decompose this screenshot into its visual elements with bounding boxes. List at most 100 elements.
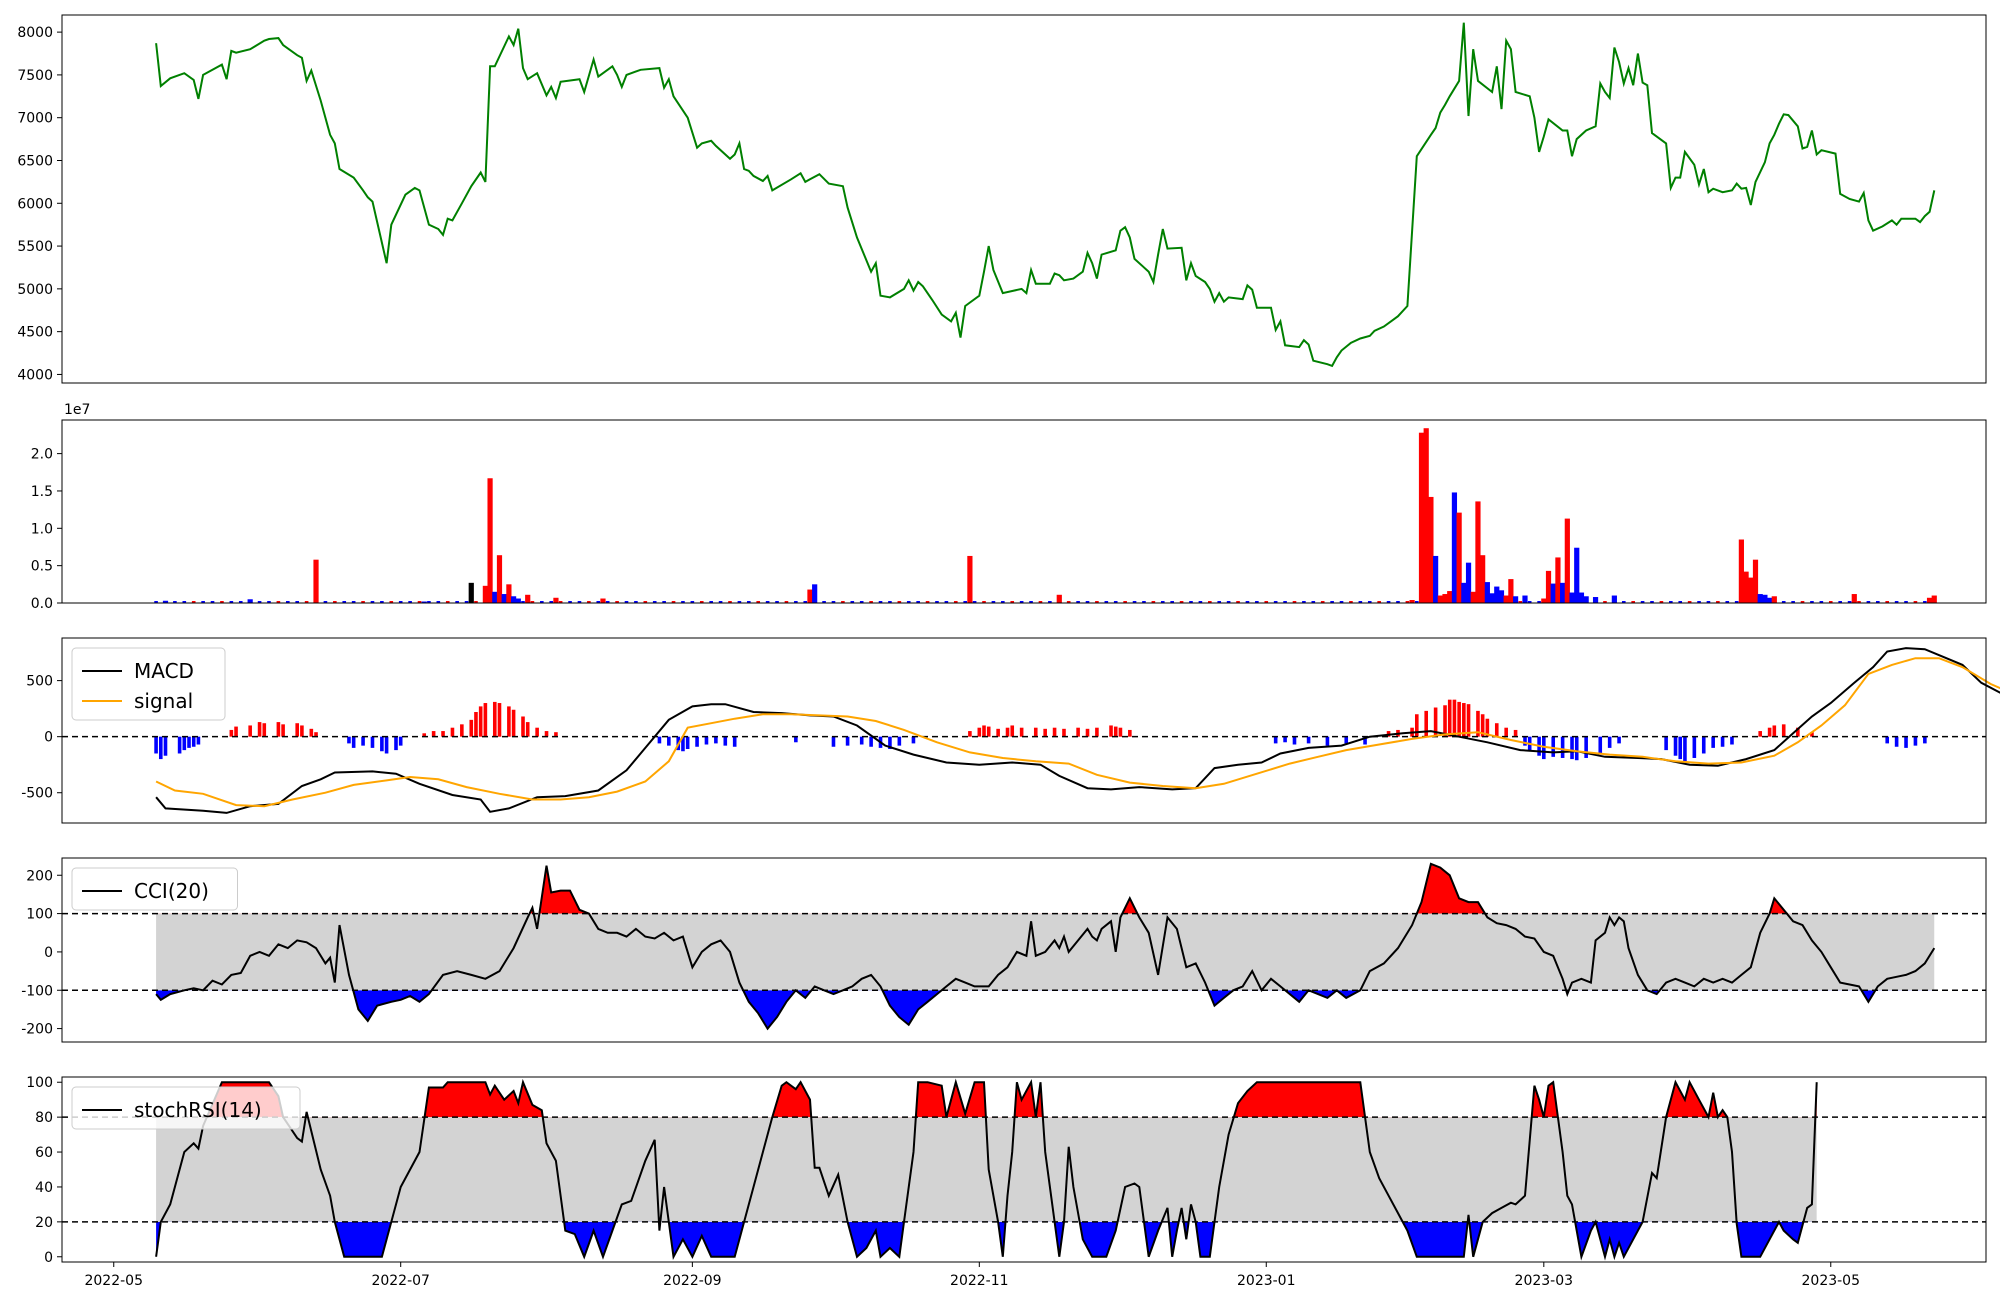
macd-histogram-bar [511,709,516,737]
x-tick-label: 2023-03 [1515,1273,1574,1289]
volume-bar [515,598,521,603]
macd-line [155,647,2000,814]
macd-histogram-bar [394,736,398,751]
volume-bar-small [1302,601,1306,603]
macd-histogram-bar [845,736,850,746]
volume-bar [1748,577,1754,603]
volume-bar [807,589,813,603]
volume-bar-small [1678,601,1683,603]
y-tick-label: 8000 [17,25,53,41]
volume-bar [492,591,498,603]
volume-bar-small [850,601,855,603]
macd-histogram-bar [1701,736,1706,754]
macd-histogram-bar [370,736,375,748]
y-tick-label: 40 [35,1180,53,1196]
y-tick-label: 100 [26,1075,53,1091]
macd-histogram-bar [1720,736,1725,747]
volume-bar-small [295,601,300,603]
volume-bar-small [794,601,798,603]
volume-bar [1574,547,1580,603]
volume-bar-small [681,601,685,603]
volume-bar-small [1048,601,1052,603]
macd-histogram-bar [1306,736,1311,744]
volume-bar [1484,582,1490,603]
volume-bar-small [1828,601,1833,603]
volume-bar [1578,592,1585,603]
volume-bar-small [1659,601,1664,603]
legend-label: stochRSI(14) [134,1098,262,1122]
volume-bar-small [718,601,723,603]
volume-bar-small [699,601,704,603]
volume-bar-small [1847,601,1852,603]
macd-histogram-bar [1052,727,1057,737]
volume-bar-small [803,601,808,603]
y-tick-label: -100 [21,983,53,999]
volume-bar [1569,592,1575,603]
macd-histogram-bar [831,736,836,747]
macd-histogram-bar [1109,725,1113,737]
volume-bar-small [408,601,412,603]
volume-bar [1541,598,1547,603]
volume-bar [468,582,474,603]
volume-bar [1592,597,1599,603]
macd-histogram-bar [1424,710,1429,737]
volume-bar-small [1904,601,1908,603]
macd-histogram-bar [309,728,314,737]
macd-histogram-bar [347,736,351,744]
volume-bar-small [869,601,873,603]
volume-bar-small [925,601,930,603]
volume-bar-small [474,601,478,603]
volume-offset-text: 1e7 [64,402,90,418]
macd-histogram-bar [1781,724,1786,737]
macd-histogram-bar [1542,736,1546,760]
macd-histogram-bar [732,736,737,747]
volume-bar-small [351,601,356,603]
volume-bar [1475,501,1481,603]
macd-histogram-bar [1678,736,1683,760]
volume-bar-small [1019,601,1024,603]
macd-histogram-bar [191,736,196,747]
macd-histogram-bar [1551,736,1556,757]
volume-bar [1743,571,1749,603]
macd-histogram-bar [1452,699,1457,737]
volume-bar [1503,595,1509,603]
volume-bar [501,594,507,603]
volume-bar [1931,595,1937,603]
volume-bar-small [605,601,610,603]
x-tick-label: 2022-07 [371,1273,430,1289]
volume-bar-small [596,601,601,603]
macd-histogram-bar [441,731,445,737]
macd-histogram-bar [1480,714,1485,737]
macd-histogram-bar [257,722,262,737]
macd-histogram-bar [695,736,699,747]
macd-histogram-bar [1683,736,1687,762]
macd-histogram-bar [248,725,252,737]
y-tick-label: 500 [26,674,53,690]
macd-histogram-bar [154,736,158,754]
macd-histogram-bar [1485,718,1490,737]
volume-bar-small [859,601,864,603]
volume-bar-small [398,601,403,603]
macd-histogram-bar [1019,727,1024,737]
macd-histogram-bar [1283,736,1287,743]
volume-bar [1418,432,1425,603]
volume-bar-small [220,601,224,603]
x-tick-label: 2022-05 [84,1273,143,1289]
volume-bar-small [1358,601,1363,603]
volume-bar-small [991,601,996,603]
volume-bar [510,596,517,603]
volume-bar [1480,555,1486,603]
volume-bar-small [1603,601,1607,603]
macd-histogram-bar [535,727,539,737]
volume-bar [1583,596,1589,603]
volume-bar-small [1414,601,1419,603]
y-tick-label: 0.5 [31,559,53,575]
y-tick-label: 2.0 [31,447,53,463]
macd-histogram-bar [1128,729,1132,737]
macd-histogram-bar [1447,699,1452,737]
volume-bar-small [1386,601,1391,603]
volume-bar-small [1810,601,1814,603]
volume-bar-small [1857,601,1861,603]
volume-bar-small [944,601,949,603]
